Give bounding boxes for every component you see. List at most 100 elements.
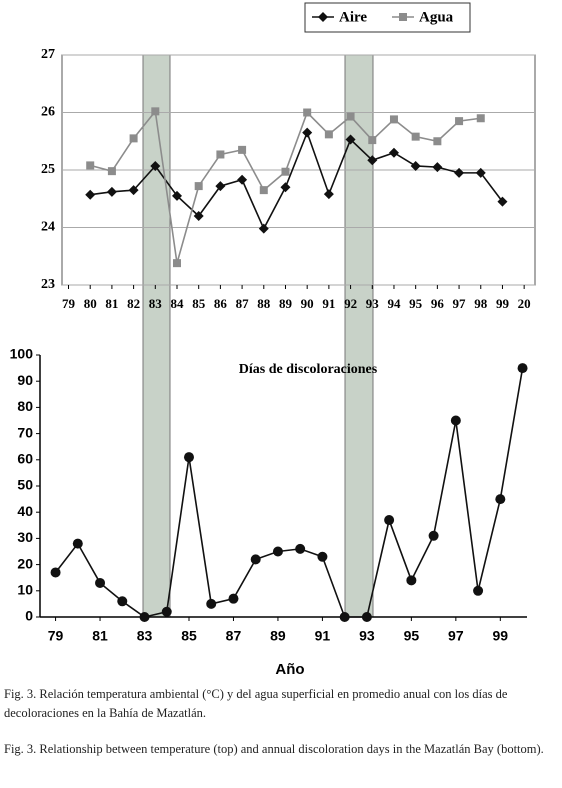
x-tick-label: 79 [62,296,76,311]
marker [475,167,486,178]
x-axis-title: Año [275,661,304,678]
marker [281,167,290,176]
marker [151,107,160,116]
marker [272,546,283,557]
marker [258,223,269,234]
x-tick-label: 99 [493,628,509,644]
marker [206,598,217,609]
caption: Fig. 3. Relationship between temperature… [4,742,544,756]
x-tick-label: 87 [226,628,242,644]
marker [139,612,150,622]
highlight-band [142,54,171,618]
x-tick-label: 88 [257,296,271,311]
marker [399,13,407,21]
marker [50,567,61,578]
x-tick-label: 81 [105,296,118,311]
x-tick-label: 20 [518,296,531,311]
x-tick-label: 92 [344,296,357,311]
x-tick-label: 90 [301,296,314,311]
marker [384,515,395,526]
marker [389,115,398,124]
marker [129,134,138,143]
marker [95,577,106,588]
x-tick-label: 98 [474,296,488,311]
marker [361,612,372,622]
x-tick-label: 87 [236,296,250,311]
marker [280,182,291,193]
marker [345,134,356,145]
marker [410,160,421,171]
marker [473,585,484,596]
marker [323,189,334,200]
x-tick-label: 91 [322,296,335,311]
caption: Fig. 3. Relación temperatura ambiental (… [4,687,508,720]
x-tick-label: 85 [192,296,206,311]
legend-label: Aire [339,9,367,25]
marker [317,551,328,562]
marker [106,186,117,197]
marker [216,150,225,159]
marker [72,538,83,549]
marker [259,186,268,195]
marker [228,593,239,604]
y-tick-label: 23 [41,277,55,292]
marker [406,575,417,586]
x-tick-label: 89 [270,628,286,644]
x-tick-label: 91 [315,628,331,644]
marker [302,127,313,138]
x-tick-label: 94 [387,296,401,311]
x-tick-label: 89 [279,296,293,311]
marker [117,596,128,607]
marker [161,606,172,617]
marker [86,161,95,170]
y-tick-label: 30 [17,529,33,545]
y-tick-label: 25 [41,162,55,177]
series-line [54,367,524,618]
marker [303,108,312,117]
y-tick-label: 27 [41,47,55,62]
marker [368,136,377,145]
marker [318,12,328,22]
y-tick-label: 50 [17,477,33,493]
marker [128,185,139,196]
y-tick-label: 100 [10,346,34,362]
y-tick-label: 70 [17,424,33,440]
marker [295,543,306,554]
marker [454,167,465,178]
x-tick-label: 79 [48,628,64,644]
marker [193,211,204,221]
marker [346,112,355,121]
marker [250,554,261,565]
x-tick-label: 80 [84,296,97,311]
marker [432,162,443,173]
x-tick-label: 93 [359,628,375,644]
marker [495,494,506,505]
marker [433,137,442,146]
marker [450,415,461,426]
chart: Días de discoloraciones Año 23 24 25 26 27 79… [10,2,536,678]
y-tick-label: 60 [17,451,33,467]
x-tick-label: 93 [366,296,380,311]
marker [455,117,464,126]
marker [237,174,248,185]
x-tick-label: 84 [170,296,184,311]
marker [367,155,378,166]
y-tick-label: 90 [17,372,33,388]
marker [85,189,96,200]
marker [171,190,182,201]
y-tick-label: 40 [17,503,33,519]
y-tick-label: 10 [17,582,33,598]
marker [172,259,181,268]
x-tick-label: 99 [496,296,510,311]
marker [150,160,161,171]
marker [107,167,116,176]
marker [324,130,333,139]
marker [194,182,203,191]
x-tick-label: 83 [149,296,163,311]
marker [339,612,350,622]
marker [238,145,247,154]
marker [215,181,226,192]
x-tick-label: 95 [404,628,420,644]
marker [497,196,508,207]
legend-label: Agua [419,9,454,25]
